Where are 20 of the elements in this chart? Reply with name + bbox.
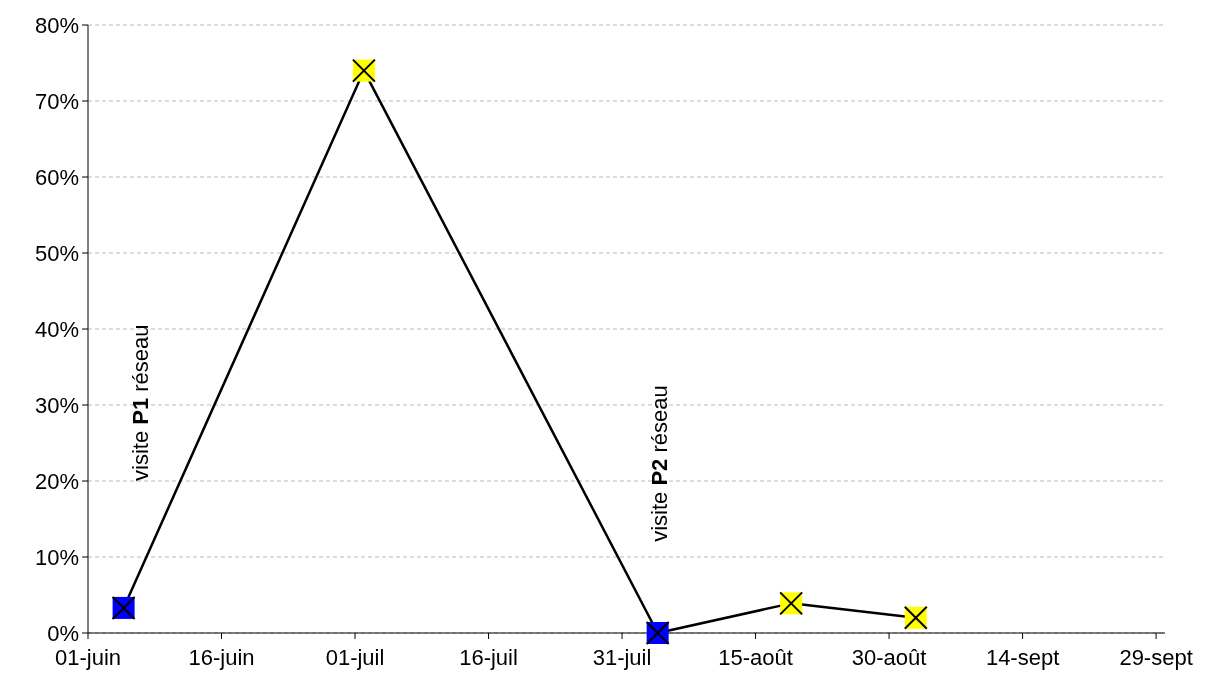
- x-tick-label: 16-juil: [459, 645, 518, 670]
- y-tick-label: 30%: [34, 392, 79, 418]
- x-tick-label: 31-juil: [592, 645, 652, 670]
- annotation: visite P2 réseau: [646, 385, 672, 542]
- x-tick-label: 01-juil: [325, 645, 385, 670]
- y-tick-label: 40%: [34, 316, 79, 342]
- y-tick-label: 0%: [47, 620, 79, 646]
- x-tick-label: 30-août: [851, 645, 927, 670]
- x-tick-label: 14-sept: [985, 645, 1060, 670]
- x-tick-label: 16-juin: [188, 645, 255, 670]
- y-tick-label: 70%: [34, 88, 79, 114]
- y-tick-label: 80%: [34, 12, 79, 38]
- y-tick-label: 50%: [34, 240, 79, 266]
- y-tick-label: 10%: [34, 544, 79, 570]
- y-tick-label: 20%: [34, 468, 79, 494]
- annotation: visite P1 réseau: [127, 324, 153, 481]
- y-tick-label: 60%: [34, 164, 79, 190]
- x-tick-label: 29-sept: [1119, 645, 1193, 670]
- x-tick-label: 01-juin: [54, 645, 122, 670]
- x-tick-label: 15-août: [718, 645, 793, 670]
